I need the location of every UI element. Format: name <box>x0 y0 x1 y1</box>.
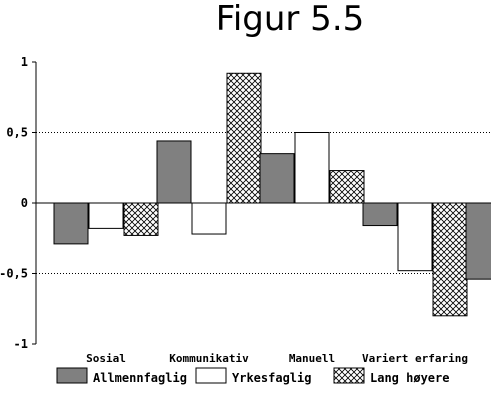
y-tick-label: 1 <box>21 55 28 69</box>
bar <box>53 202 89 245</box>
bar <box>294 132 330 204</box>
bar <box>432 202 468 317</box>
x-tick-label: Manuell <box>289 352 335 365</box>
bar <box>191 202 227 235</box>
bar <box>465 202 491 280</box>
bar <box>259 153 295 204</box>
bar <box>123 202 159 236</box>
bar <box>329 170 365 204</box>
legend-label: Lang høyere <box>370 371 449 385</box>
y-tick-label: -1 <box>14 337 28 351</box>
bar <box>226 72 262 204</box>
x-tick-label: Sosial <box>86 352 126 365</box>
y-tick-label: 0,5 <box>6 126 28 140</box>
y-tick-label: 0 <box>21 196 28 210</box>
y-tick-label: -0,5 <box>0 267 28 281</box>
y-tick-labels: 1 0,5 0 -0,5 -1 <box>0 55 28 351</box>
bars <box>53 72 491 317</box>
chart-title: Figur 5.5 <box>216 0 365 39</box>
gridlines <box>36 132 491 274</box>
legend-label: Allmennfaglig <box>93 371 187 385</box>
x-tick-label: Kommunikativ <box>169 352 249 365</box>
bar <box>88 202 124 229</box>
bar <box>397 202 433 272</box>
bar <box>156 140 192 204</box>
legend-swatch <box>333 367 365 384</box>
x-tick-label: Variert erfaring <box>362 352 468 365</box>
legend-swatch <box>56 367 88 384</box>
legend-label: Yrkesfaglig <box>232 371 311 385</box>
axes <box>32 61 491 345</box>
x-category-labels: Sosial Kommunikativ Manuell Variert erfarin… <box>86 352 468 365</box>
legend-swatch <box>195 367 227 384</box>
bar <box>362 202 398 227</box>
legend: Allmennfaglig Yrkesfaglig Lang høyere <box>56 367 449 385</box>
